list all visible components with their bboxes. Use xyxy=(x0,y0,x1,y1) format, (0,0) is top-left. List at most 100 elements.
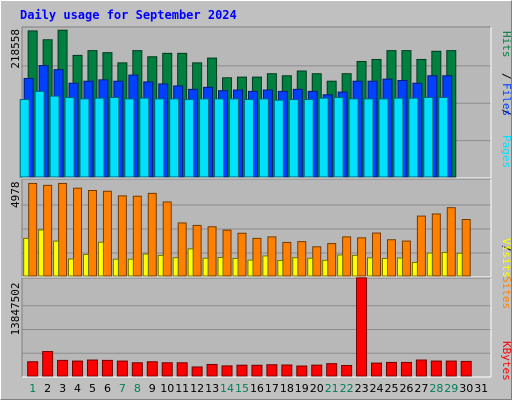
x-label-day-5: 5 xyxy=(89,382,96,395)
bar-pages-day-15 xyxy=(228,98,239,178)
bar-pages-day-17 xyxy=(258,98,269,178)
bar-pages-day-4 xyxy=(64,97,75,178)
bar-sites-day-30 xyxy=(461,219,471,277)
bar-sites-day-24 xyxy=(372,232,382,277)
bar-visits-day-19 xyxy=(292,257,299,277)
bar-kbytes-day-17 xyxy=(266,364,278,377)
bar-sites-day-11 xyxy=(177,222,187,277)
bar-sites-day-7 xyxy=(117,195,127,277)
x-label-day-7: 7 xyxy=(119,382,126,395)
y-max-label: 13847502 xyxy=(9,283,22,336)
legend-sites: Sites xyxy=(500,276,512,309)
bar-kbytes-day-27 xyxy=(415,359,427,377)
bar-kbytes-day-23 xyxy=(356,277,368,377)
chart-title: Daily usage for September 2024 xyxy=(20,8,237,22)
x-label-day-29: 29 xyxy=(444,382,458,395)
x-label-day-25: 25 xyxy=(385,382,399,395)
x-label-day-31: 31 xyxy=(474,382,488,395)
x-label-day-9: 9 xyxy=(149,382,156,395)
bar-pages-day-13 xyxy=(199,98,210,178)
bar-visits-day-9 xyxy=(142,253,149,277)
bar-kbytes-day-3 xyxy=(57,359,69,377)
x-label-day-13: 13 xyxy=(205,382,219,395)
bar-sites-day-2 xyxy=(43,184,53,277)
bar-visits-day-11 xyxy=(172,257,179,277)
bar-pages-day-16 xyxy=(243,99,254,178)
bar-kbytes-day-15 xyxy=(236,364,248,377)
bar-marks xyxy=(19,29,472,377)
bar-pages-day-9 xyxy=(139,97,150,178)
legend-hits: Hits xyxy=(500,31,512,58)
bar-sites-day-14 xyxy=(222,229,232,277)
x-label-day-22: 22 xyxy=(340,382,354,395)
bar-visits-day-12 xyxy=(187,248,194,277)
bar-pages-day-6 xyxy=(94,97,105,178)
bar-sites-day-17 xyxy=(267,236,277,277)
bar-kbytes-day-16 xyxy=(251,364,263,377)
bar-visits-day-2 xyxy=(38,229,45,277)
bar-pages-day-8 xyxy=(124,98,135,178)
bar-kbytes-day-10 xyxy=(161,362,173,377)
bar-kbytes-day-4 xyxy=(72,360,84,377)
bar-sites-day-25 xyxy=(386,239,396,277)
y-max-label: 218558 xyxy=(9,29,22,69)
bar-kbytes-day-29 xyxy=(445,360,457,377)
bar-visits-day-26 xyxy=(396,257,403,277)
bar-pages-day-27 xyxy=(408,97,419,178)
bar-sites-day-29 xyxy=(446,207,456,277)
bar-sites-day-4 xyxy=(73,187,83,277)
bar-visits-day-29 xyxy=(441,252,448,277)
bar-kbytes-day-7 xyxy=(116,360,128,377)
bar-visits-day-7 xyxy=(112,258,119,277)
x-label-day-23: 23 xyxy=(355,382,369,395)
bar-pages-day-24 xyxy=(363,98,374,178)
bar-visits-day-22 xyxy=(337,254,344,277)
bar-sites-day-6 xyxy=(102,190,112,277)
legend-visits: Visits xyxy=(500,238,512,278)
legend-kbytes: KBytes xyxy=(500,341,512,381)
bar-kbytes-day-13 xyxy=(206,363,218,377)
bar-sites-day-26 xyxy=(401,240,411,277)
x-label-day-10: 10 xyxy=(160,382,174,395)
legend-hits-files-pages: Pages / Files / Hits xyxy=(500,31,512,168)
bar-visits-day-18 xyxy=(277,260,284,277)
bar-pages-day-26 xyxy=(393,97,404,178)
y-axis-max-labels: 218558 4978 13847502 xyxy=(9,29,22,335)
bar-visits-day-14 xyxy=(217,256,224,277)
bar-pages-day-3 xyxy=(49,95,60,178)
bar-kbytes-day-18 xyxy=(281,364,293,377)
bar-visits-day-30 xyxy=(456,252,463,277)
bar-pages-day-22 xyxy=(333,97,344,178)
bar-kbytes-day-6 xyxy=(101,359,113,377)
bar-visits-day-28 xyxy=(426,252,433,277)
x-label-day-30: 30 xyxy=(459,382,473,395)
plot-area xyxy=(22,278,491,377)
bar-pages-day-14 xyxy=(214,98,225,178)
x-label-day-6: 6 xyxy=(104,382,111,395)
legend-pages: Pages xyxy=(500,135,512,168)
bar-pages-day-2 xyxy=(34,90,45,178)
x-label-day-21: 21 xyxy=(325,382,339,395)
bar-sites-day-13 xyxy=(207,226,217,277)
bar-visits-day-3 xyxy=(53,240,60,277)
x-axis-day-labels: 1 2 3 4 5 6 7 8 9 10 11 12 13 14 15 16 17 18 19 20 21 22 23 24 2… xyxy=(29,382,488,395)
bar-pages-day-18 xyxy=(273,99,284,178)
legend-sites-visits: Sites / Visits xyxy=(500,238,512,309)
x-label-day-11: 11 xyxy=(175,382,189,395)
legend-sep: / xyxy=(500,73,512,80)
bar-sites-day-23 xyxy=(357,237,367,277)
bar-sites-day-9 xyxy=(147,192,157,277)
x-label-day-14: 14 xyxy=(220,382,234,395)
bar-kbytes-day-11 xyxy=(176,362,188,377)
bar-sites-day-21 xyxy=(327,243,337,277)
x-label-day-28: 28 xyxy=(429,382,443,395)
bar-sites-day-28 xyxy=(431,213,441,277)
bar-kbytes-day-2 xyxy=(42,351,54,377)
x-label-day-20: 20 xyxy=(310,382,324,395)
bar-kbytes-day-5 xyxy=(86,359,98,377)
bar-pages-day-10 xyxy=(154,98,165,178)
bar-visits-day-16 xyxy=(247,259,254,277)
bar-visits-day-21 xyxy=(322,259,329,277)
bar-kbytes-day-22 xyxy=(341,364,353,377)
